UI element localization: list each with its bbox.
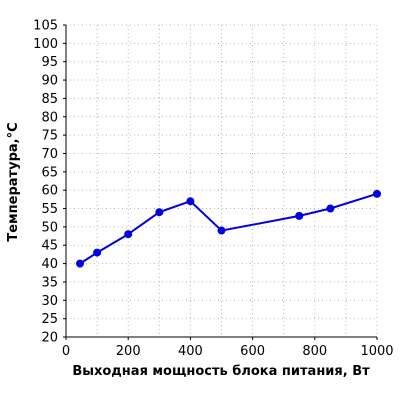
series-line-0	[79, 192, 378, 265]
data-point-0-2	[124, 230, 133, 239]
y-axis-title: Температура,°C	[6, 122, 21, 241]
y-tick-label-10: 70	[41, 147, 58, 162]
y-tick-label-3: 35	[41, 275, 58, 290]
x-axis-ticks: 0 200 400 600 800 1000	[62, 337, 394, 359]
data-point-0-3	[155, 208, 164, 217]
data-point-0-1	[93, 248, 102, 257]
y-tick-label-17: 105	[33, 19, 58, 34]
y-tick-label-9: 65	[41, 165, 58, 180]
y-tick-label-5: 45	[41, 239, 58, 254]
data-point-0-0	[75, 259, 84, 268]
series	[75, 189, 381, 268]
x-tick-label-2: 400	[178, 344, 203, 359]
y-tick-label-8: 60	[41, 184, 58, 199]
y-tick-label-1: 25	[41, 312, 58, 327]
grid	[65, 24, 378, 338]
y-tick-label-11: 75	[41, 129, 58, 144]
axes	[65, 25, 377, 338]
y-tick-label-0: 20	[41, 331, 58, 346]
x-tick-label-4: 800	[302, 344, 327, 359]
y-tick-label-6: 50	[41, 220, 58, 235]
y-tick-label-7: 55	[41, 202, 58, 217]
x-axis-title: Выходная мощность блока питания, Вт	[72, 364, 370, 379]
x-tick-label-0: 0	[62, 344, 70, 359]
y-tick-label-12: 80	[41, 110, 58, 125]
y-tick-label-15: 95	[41, 55, 58, 70]
x-tick-label-5: 1000	[360, 344, 393, 359]
data-point-0-5	[217, 226, 226, 235]
x-tick-label-1: 200	[116, 344, 141, 359]
data-point-0-6	[295, 211, 304, 220]
y-tick-label-13: 85	[41, 92, 58, 107]
y-tick-label-16: 100	[33, 37, 58, 52]
y-tick-label-14: 90	[41, 74, 58, 89]
x-tick-label-3: 600	[240, 344, 265, 359]
data-point-0-4	[186, 197, 195, 206]
data-point-0-7	[326, 204, 335, 213]
y-tick-label-4: 40	[41, 257, 58, 272]
y-tick-label-2: 30	[41, 294, 58, 309]
y-axis-ticks: 20 25 30 35 40 45 50 55 60 65 70 75 80 85 90 95 100 105	[33, 19, 66, 346]
data-point-0-8	[373, 189, 381, 198]
